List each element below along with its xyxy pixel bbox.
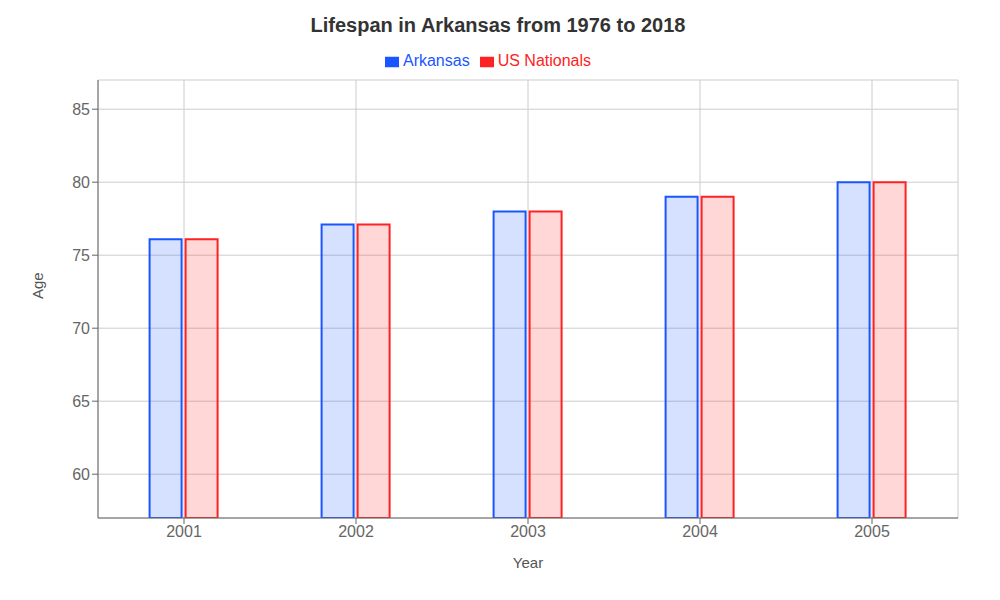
svg-text:2001: 2001 bbox=[166, 523, 202, 540]
svg-text:85: 85 bbox=[72, 101, 90, 118]
svg-text:2003: 2003 bbox=[510, 523, 546, 540]
html-text:US Nationals: US Nationals bbox=[497, 52, 591, 69]
svg-text:2002: 2002 bbox=[338, 523, 374, 540]
svg-text:Age: Age bbox=[29, 272, 46, 299]
svg-text:75: 75 bbox=[72, 247, 90, 264]
svg-text:80: 80 bbox=[72, 174, 90, 191]
svg-text:Year: Year bbox=[513, 554, 543, 571]
svg-text:65: 65 bbox=[72, 393, 90, 410]
svg-text:2005: 2005 bbox=[854, 523, 890, 540]
html-text:Lifespan in Arkansas from 1976: Lifespan in Arkansas from 1976 to 2018 bbox=[310, 14, 686, 36]
svg-text:2004: 2004 bbox=[682, 523, 718, 540]
svg-text:70: 70 bbox=[72, 320, 90, 337]
svg-text:60: 60 bbox=[72, 466, 90, 483]
html-text:Arkansas: Arkansas bbox=[403, 52, 470, 69]
